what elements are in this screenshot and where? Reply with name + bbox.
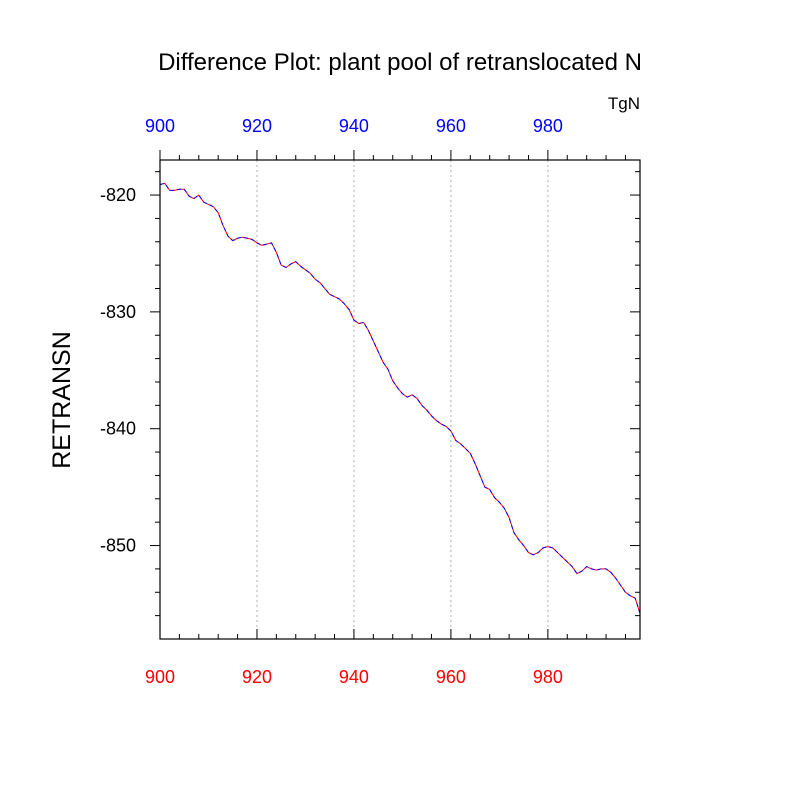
tick-labels: 900 900 920 920 940 940 960 960 980 980 -820 -830 -8… [100, 116, 563, 687]
y-tick-label--850: -850 [100, 536, 136, 556]
x-tick-label-top-920: 920 [242, 116, 272, 136]
series-line-solid [159, 182, 641, 614]
y-axis-label: RETRANSN [48, 331, 76, 469]
grid-lines [256, 160, 549, 639]
plot-frame [159, 159, 641, 640]
x-tick-label-bottom-960: 960 [436, 667, 466, 687]
chart-title: Difference Plot: plant pool of retranslo… [158, 49, 642, 76]
x-tick-label-top-980: 980 [533, 116, 563, 136]
x-tick-label-bottom-980: 980 [533, 667, 563, 687]
x-tick-label-top-940: 940 [339, 116, 369, 136]
series-lines [159, 182, 641, 614]
x-tick-label-bottom-900: 900 [145, 667, 175, 687]
x-tick-label-bottom-920: 920 [242, 667, 272, 687]
x-tick-label-top-900: 900 [145, 116, 175, 136]
series-line-dashed [159, 182, 641, 614]
axis-ticks [150, 150, 640, 639]
units-label: TgN [608, 94, 640, 113]
x-tick-label-bottom-940: 940 [339, 667, 369, 687]
x-tick-label-top-960: 960 [436, 116, 466, 136]
y-tick-label--840: -840 [100, 419, 136, 439]
y-tick-label--820: -820 [100, 185, 136, 205]
y-tick-label--830: -830 [100, 302, 136, 322]
